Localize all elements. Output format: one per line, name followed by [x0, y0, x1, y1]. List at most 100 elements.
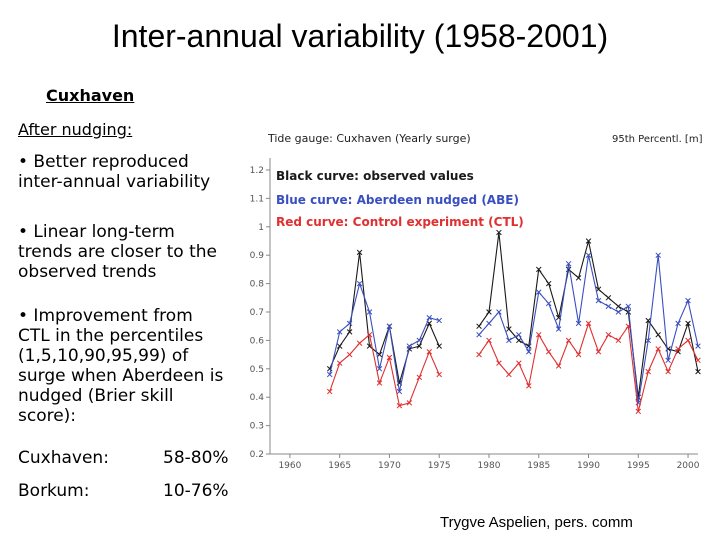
score-value-cuxhaven: 58-80% — [163, 448, 229, 468]
score-value-borkum: 10-76% — [163, 481, 229, 501]
x-tick-label: 1965 — [328, 461, 351, 471]
data-point-abe — [675, 320, 681, 327]
data-point-abe — [615, 309, 622, 315]
y-tick-label: 0.7 — [250, 308, 264, 318]
data-point-abe — [356, 280, 363, 287]
legend-entry: Red curve: Control experiment (CTL) — [276, 215, 524, 229]
bullet-trends: • Linear long-term trends are closer to … — [18, 222, 218, 282]
data-point-ctl — [436, 371, 442, 378]
x-tick-label: 1960 — [278, 461, 301, 471]
data-point-abe — [516, 331, 522, 338]
data-point-ctl — [346, 351, 353, 358]
data-point-ctl — [675, 346, 681, 352]
data-point-observed — [416, 343, 423, 349]
y-tick-label: 0.2 — [250, 450, 264, 460]
y-tick-label: 0.4 — [250, 393, 264, 403]
x-tick-label: 1975 — [428, 461, 451, 471]
credit-text: Trygve Aspelien, pers. comm — [440, 514, 633, 531]
legend-entry: Black curve: observed values — [276, 169, 474, 183]
data-point-ctl — [406, 400, 413, 406]
after-nudging-heading: After nudging: — [18, 120, 133, 139]
data-point-ctl — [506, 371, 512, 378]
data-point-observed — [516, 337, 522, 344]
data-point-ctl — [615, 337, 622, 344]
data-point-ctl — [545, 349, 552, 355]
data-point-ctl — [326, 388, 333, 395]
data-point-observed — [476, 323, 482, 329]
chart-title: Tide gauge: Cuxhaven (Yearly surge) — [267, 132, 471, 145]
data-point-ctl — [625, 323, 632, 329]
data-point-ctl — [685, 337, 691, 344]
data-point-observed — [376, 351, 383, 358]
data-point-ctl — [665, 368, 671, 375]
data-point-ctl — [396, 402, 403, 409]
x-tick-label: 1980 — [478, 461, 501, 471]
data-point-ctl — [526, 383, 532, 389]
x-tick-label: 1995 — [627, 461, 650, 471]
data-point-abe — [326, 371, 333, 378]
station-heading: Cuxhaven — [46, 86, 135, 105]
x-tick-label: 1990 — [577, 461, 600, 471]
data-point-ctl — [595, 349, 602, 355]
y-tick-label: 0.6 — [250, 336, 264, 346]
data-point-observed — [336, 343, 343, 349]
x-tick-label: 2000 — [677, 461, 700, 471]
data-point-ctl — [426, 349, 433, 355]
data-point-abe — [526, 349, 532, 355]
data-point-abe — [665, 357, 671, 364]
data-point-ctl — [476, 351, 482, 358]
data-point-abe — [396, 388, 403, 395]
y-tick-label: 0.9 — [250, 251, 264, 261]
data-point-ctl — [376, 380, 383, 386]
y-tick-label: 0.8 — [250, 280, 264, 290]
data-point-abe — [386, 323, 393, 329]
data-point-ctl — [635, 408, 642, 415]
data-point-observed — [575, 275, 582, 281]
data-point-observed — [506, 326, 512, 332]
data-point-abe — [695, 343, 701, 349]
y-tick-label: 1.1 — [250, 194, 264, 204]
data-point-abe — [565, 260, 572, 267]
y-tick-label: 0.3 — [250, 422, 264, 432]
data-point-ctl — [386, 354, 393, 361]
data-point-ctl — [496, 360, 502, 366]
data-point-ctl — [565, 337, 572, 344]
legend-box — [274, 167, 524, 185]
data-point-abe — [506, 337, 512, 344]
data-point-ctl — [575, 351, 582, 358]
data-point-abe — [555, 326, 562, 332]
data-point-abe — [346, 320, 353, 327]
data-point-abe — [376, 366, 383, 372]
y-tick-label: 1 — [258, 223, 264, 233]
data-point-abe — [685, 297, 691, 304]
data-point-observed — [496, 229, 502, 236]
data-point-observed — [615, 303, 622, 310]
data-point-abe — [625, 303, 632, 310]
data-point-ctl — [516, 360, 522, 366]
data-point-abe — [545, 300, 552, 307]
data-point-ctl — [336, 360, 343, 366]
data-point-abe — [585, 252, 592, 258]
data-point-ctl — [366, 331, 373, 338]
data-point-ctl — [555, 363, 562, 369]
data-point-ctl — [585, 320, 592, 327]
series-abe — [326, 252, 701, 406]
data-point-ctl — [645, 368, 651, 375]
data-point-abe — [366, 309, 373, 315]
x-tick-label: 1970 — [378, 461, 401, 471]
data-point-observed — [486, 309, 492, 315]
data-point-ctl — [416, 374, 423, 381]
data-point-abe — [496, 309, 502, 315]
data-point-observed — [695, 368, 701, 375]
legend-entry: Blue curve: Aberdeen nudged (ABE) — [276, 193, 519, 207]
data-point-observed — [685, 320, 691, 327]
data-point-abe — [336, 329, 343, 335]
score-label-borkum: Borkum: — [18, 481, 90, 501]
data-point-ctl — [356, 340, 363, 346]
data-point-ctl — [695, 357, 701, 364]
data-point-abe — [535, 289, 542, 295]
data-point-abe — [426, 314, 433, 321]
data-point-observed — [545, 280, 552, 287]
data-point-abe — [406, 343, 413, 349]
data-point-ctl — [535, 331, 542, 338]
